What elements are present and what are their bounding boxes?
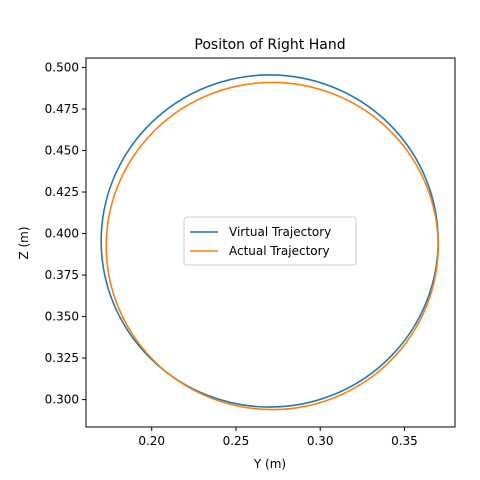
y-tick-label: 0.325 (45, 351, 79, 365)
x-axis-label: Y (m) (253, 457, 286, 471)
legend-label-2: Actual Trajectory (229, 244, 330, 258)
y-axis-label: Z (m) (17, 226, 31, 259)
y-tick-label: 0.400 (45, 227, 79, 241)
y-tick-label: 0.350 (45, 310, 79, 324)
chart-title: Positon of Right Hand (194, 37, 345, 53)
y-tick-label: 0.375 (45, 268, 79, 282)
y-tick-label: 0.300 (45, 393, 79, 407)
legend: Virtual Trajectory Actual Trajectory (183, 216, 357, 266)
y-tick-label: 0.450 (45, 143, 79, 157)
y-tick-label: 0.425 (45, 185, 79, 199)
series-line-2 (105, 81, 439, 411)
x-tick-label: 0.20 (138, 434, 165, 448)
y-tick-label: 0.500 (45, 60, 79, 74)
axis-ticks: 0.20 0.25 0.30 0.35 0.300 0.325 0.350 0.375 0.40… (45, 60, 418, 448)
x-tick-label: 0.30 (307, 434, 334, 448)
x-tick-label: 0.35 (391, 434, 418, 448)
legend-label-1: Virtual Trajectory (229, 225, 331, 239)
x-tick-label: 0.25 (223, 434, 250, 448)
legend-box (183, 216, 357, 266)
y-tick-label: 0.475 (45, 102, 79, 116)
plot-area (100, 74, 439, 411)
axes-frame (85, 57, 456, 428)
